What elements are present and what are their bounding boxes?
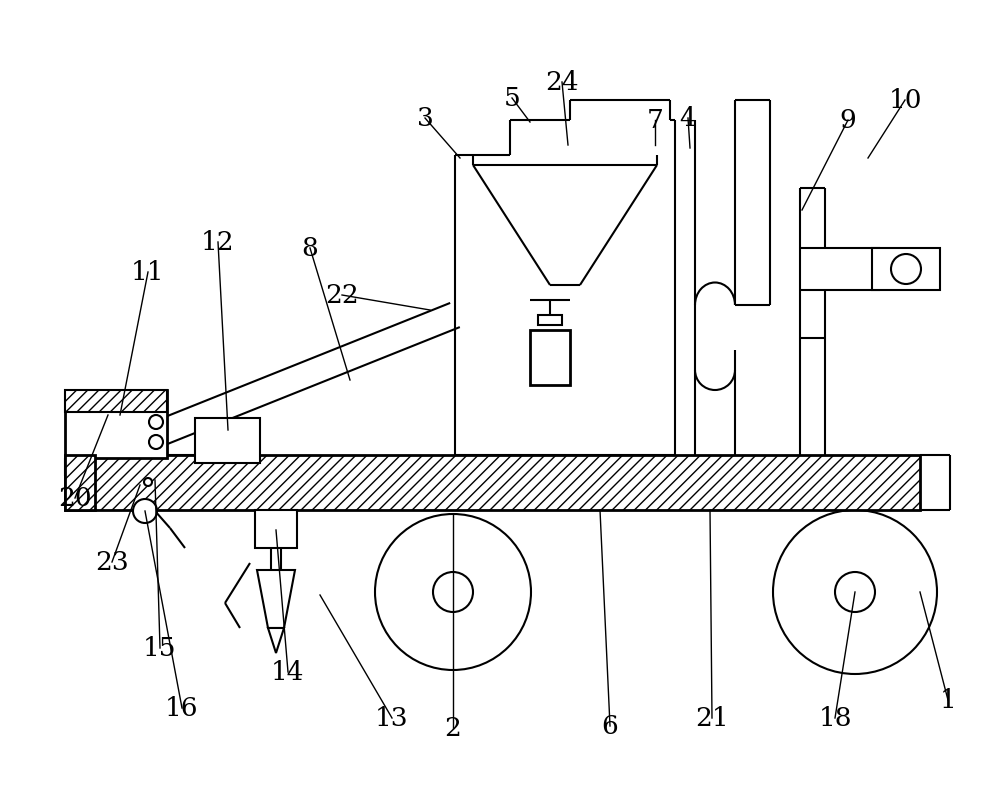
Text: 24: 24 [545,69,579,95]
Circle shape [433,572,473,612]
Circle shape [149,415,163,429]
Text: 23: 23 [95,549,129,574]
Text: 3: 3 [417,106,433,131]
Circle shape [133,499,157,523]
Text: 18: 18 [818,705,852,730]
Text: 14: 14 [271,660,305,685]
Text: 22: 22 [325,283,359,307]
Polygon shape [257,570,295,628]
Text: 20: 20 [58,485,92,511]
Text: 12: 12 [201,229,235,255]
Bar [872,248,940,290]
Circle shape [375,514,531,670]
Text: 5: 5 [504,86,520,110]
Text: 4: 4 [680,106,696,131]
Circle shape [891,254,921,284]
Bar [255,510,297,548]
Bar [65,390,167,412]
Text: 15: 15 [143,635,177,660]
Bar [538,315,562,325]
Text: 2: 2 [445,716,461,741]
Circle shape [835,572,875,612]
Text: 16: 16 [165,696,199,720]
Bar [530,330,570,385]
Bar [65,455,920,510]
Text: 6: 6 [602,713,618,738]
Text: 1: 1 [940,687,956,712]
Text: 7: 7 [647,107,663,132]
Text: 10: 10 [888,87,922,113]
Circle shape [149,435,163,449]
Circle shape [773,510,937,674]
Text: 9: 9 [840,107,856,132]
Polygon shape [268,628,284,653]
Text: 8: 8 [302,236,318,261]
Text: 11: 11 [131,259,165,284]
Bar [65,455,95,510]
Text: 21: 21 [695,705,729,730]
Text: 13: 13 [375,705,409,730]
Circle shape [144,478,152,486]
Bar [195,418,260,463]
Bar [65,390,167,458]
